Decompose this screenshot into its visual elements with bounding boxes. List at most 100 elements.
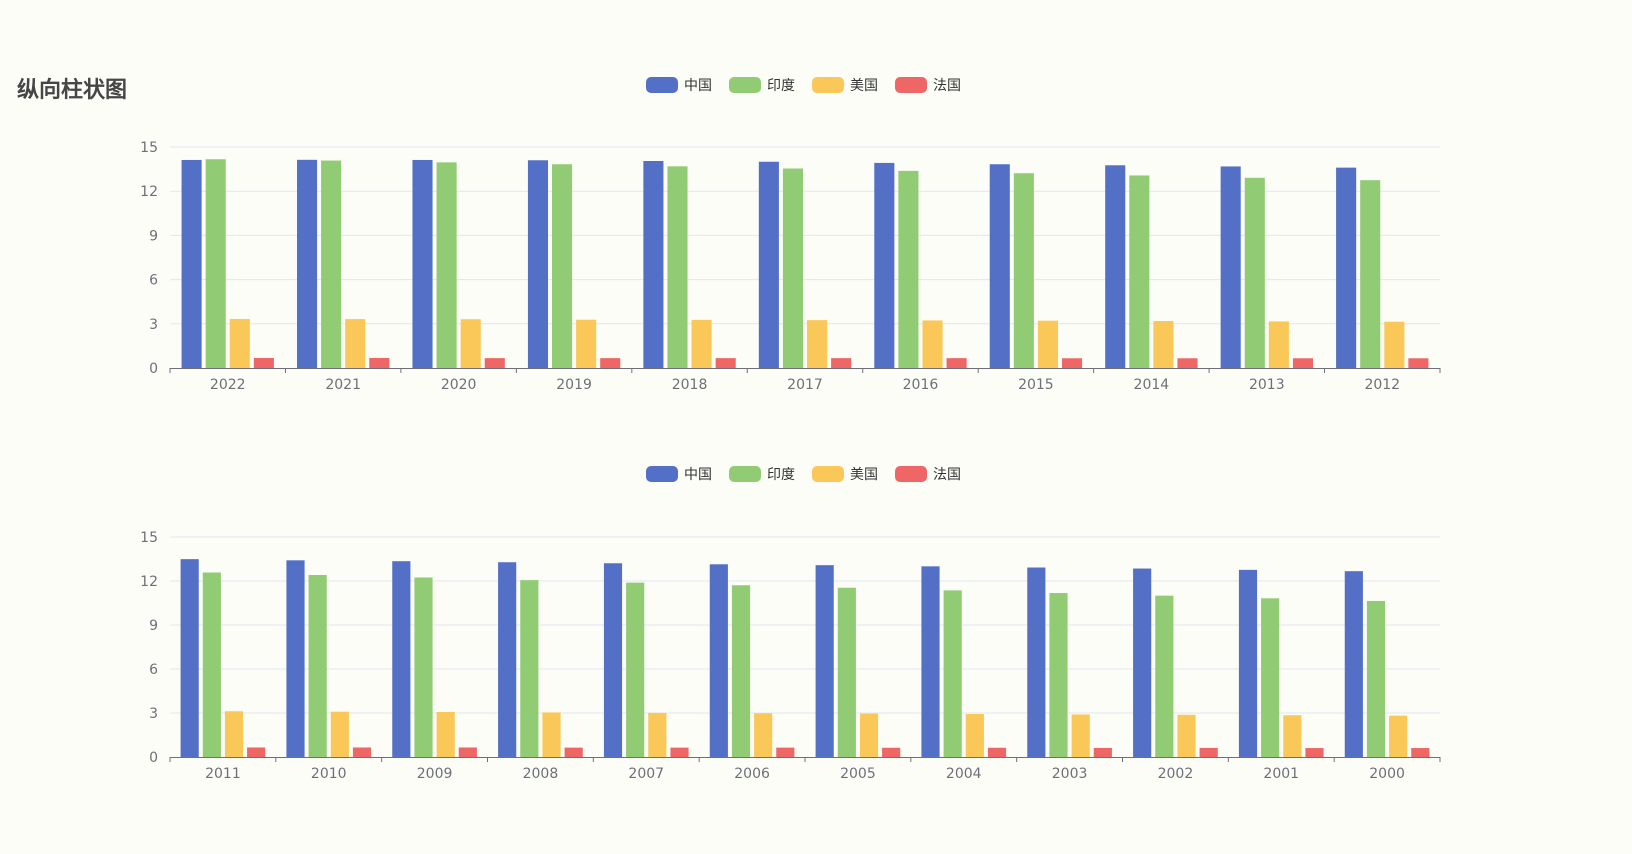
bar-2016-1 <box>898 170 919 368</box>
x-tick-label: 2007 <box>628 766 664 782</box>
x-tick-label: 2009 <box>417 766 453 782</box>
y-tick-label: 0 <box>149 750 158 766</box>
x-tick-label: 2008 <box>523 766 559 782</box>
legend-item-0[interactable]: 中国 <box>646 466 712 483</box>
y-tick-label: 15 <box>140 530 158 546</box>
bar-2008-1 <box>520 580 539 757</box>
bar-2000-2 <box>1389 715 1408 757</box>
legend-item-3[interactable]: 法国 <box>895 466 961 483</box>
page-title: 纵向柱状图 <box>17 78 128 103</box>
bar-2005-1 <box>837 587 856 757</box>
legend-label: 美国 <box>850 467 878 483</box>
bar-2002-1 <box>1155 595 1174 757</box>
bar-2014-3 <box>1177 358 1198 368</box>
legend-label: 印度 <box>767 467 795 483</box>
bar-2021-1 <box>321 160 342 368</box>
bar-2005-2 <box>859 713 879 757</box>
bar-2000-0 <box>1344 571 1363 757</box>
bar-2006-0 <box>709 564 728 757</box>
bar-2010-3 <box>352 747 372 757</box>
bar-2019-0 <box>527 160 548 368</box>
legend-label: 中国 <box>684 78 712 94</box>
bar-2001-2 <box>1283 715 1302 757</box>
bar-2018-1 <box>667 166 688 368</box>
x-tick-label: 2002 <box>1158 766 1194 782</box>
bar-2014-1 <box>1129 175 1150 368</box>
x-tick-label: 2000 <box>1369 766 1405 782</box>
legend-swatch <box>812 466 844 482</box>
legend-label: 法国 <box>933 78 961 94</box>
bar-2006-3 <box>776 747 795 757</box>
bar-2004-0 <box>921 566 940 757</box>
bar-2004-2 <box>965 714 984 757</box>
bar-2011-3 <box>247 747 266 757</box>
legend-item-2[interactable]: 美国 <box>812 466 878 483</box>
bar-2007-3 <box>670 747 689 757</box>
bar-2015-2 <box>1037 320 1058 368</box>
y-tick-label: 12 <box>140 574 158 590</box>
x-tick-label: 2004 <box>946 766 982 782</box>
bar-2003-0 <box>1027 567 1046 757</box>
bar-2017-1 <box>782 168 803 368</box>
x-tick-label: 2021 <box>325 377 361 393</box>
bar-2013-2 <box>1268 321 1289 368</box>
x-tick-label: 2015 <box>1018 377 1054 393</box>
y-tick-label: 6 <box>149 662 158 678</box>
y-tick-label: 12 <box>140 184 158 200</box>
bar-2007-2 <box>648 712 667 757</box>
bar-2022-3 <box>253 357 274 368</box>
legend: 中国 印度 美国 法国 <box>646 77 961 94</box>
legend-label: 印度 <box>767 78 795 94</box>
x-tick-label: 2012 <box>1364 377 1400 393</box>
bar-2017-0 <box>758 161 779 368</box>
bar-2009-2 <box>436 711 455 757</box>
x-tick-label: 2020 <box>441 377 477 393</box>
bar-2016-2 <box>922 320 943 368</box>
x-tick-label: 2005 <box>840 766 876 782</box>
bar-2021-3 <box>369 357 390 368</box>
y-tick-label: 0 <box>149 361 158 377</box>
bar-2011-2 <box>224 711 244 757</box>
y-tick-label: 9 <box>149 618 158 634</box>
bar-2009-1 <box>414 577 433 757</box>
bar-2012-0 <box>1336 167 1357 368</box>
bar-2017-3 <box>831 358 852 368</box>
bar-2006-2 <box>754 713 773 757</box>
bar-2013-3 <box>1292 358 1313 368</box>
bar-2004-1 <box>943 590 962 757</box>
bar-2007-1 <box>626 582 645 757</box>
legend-item-2[interactable]: 美国 <box>812 77 878 94</box>
legend-item-1[interactable]: 印度 <box>729 77 795 94</box>
bar-2020-0 <box>412 159 433 368</box>
bar-chart-1: 中国 印度 美国 法国 0 3 6 9 12 15 2022 2021 2020 2019 2018 2017… <box>140 77 1441 393</box>
y-tick-label: 3 <box>149 317 158 333</box>
legend-item-0[interactable]: 中国 <box>646 77 712 94</box>
bar-2012-3 <box>1408 358 1429 368</box>
bar-2003-3 <box>1093 747 1112 757</box>
y-tick-label: 6 <box>149 273 158 289</box>
bar-2014-2 <box>1153 321 1174 368</box>
bar-2012-1 <box>1360 180 1381 368</box>
x-tick-label: 2010 <box>311 766 347 782</box>
bar-2008-3 <box>564 747 583 757</box>
x-tick-label: 2017 <box>787 377 823 393</box>
legend-swatch <box>729 466 761 482</box>
legend-swatch <box>646 77 678 93</box>
bar-2010-1 <box>308 574 327 757</box>
bar-2008-0 <box>498 562 517 757</box>
legend: 中国 印度 美国 法国 <box>646 466 961 483</box>
bar-2010-0 <box>286 560 305 757</box>
bar-2019-1 <box>552 164 573 368</box>
legend-label: 中国 <box>684 467 712 483</box>
bar-chart-2: 中国 印度 美国 法国 0 3 6 9 12 15 2011 2010 2009 2008 2007 2006… <box>140 466 1441 782</box>
x-tick-label: 2019 <box>556 377 592 393</box>
bar-2019-2 <box>576 319 597 368</box>
legend-item-1[interactable]: 印度 <box>729 466 795 483</box>
legend-label: 美国 <box>850 78 878 94</box>
bar-2014-0 <box>1105 165 1126 368</box>
bar-2011-0 <box>180 559 199 757</box>
bar-2001-0 <box>1238 569 1258 757</box>
bar-2015-0 <box>989 164 1010 368</box>
x-tick-label: 2006 <box>734 766 770 782</box>
legend-item-3[interactable]: 法国 <box>895 77 961 94</box>
